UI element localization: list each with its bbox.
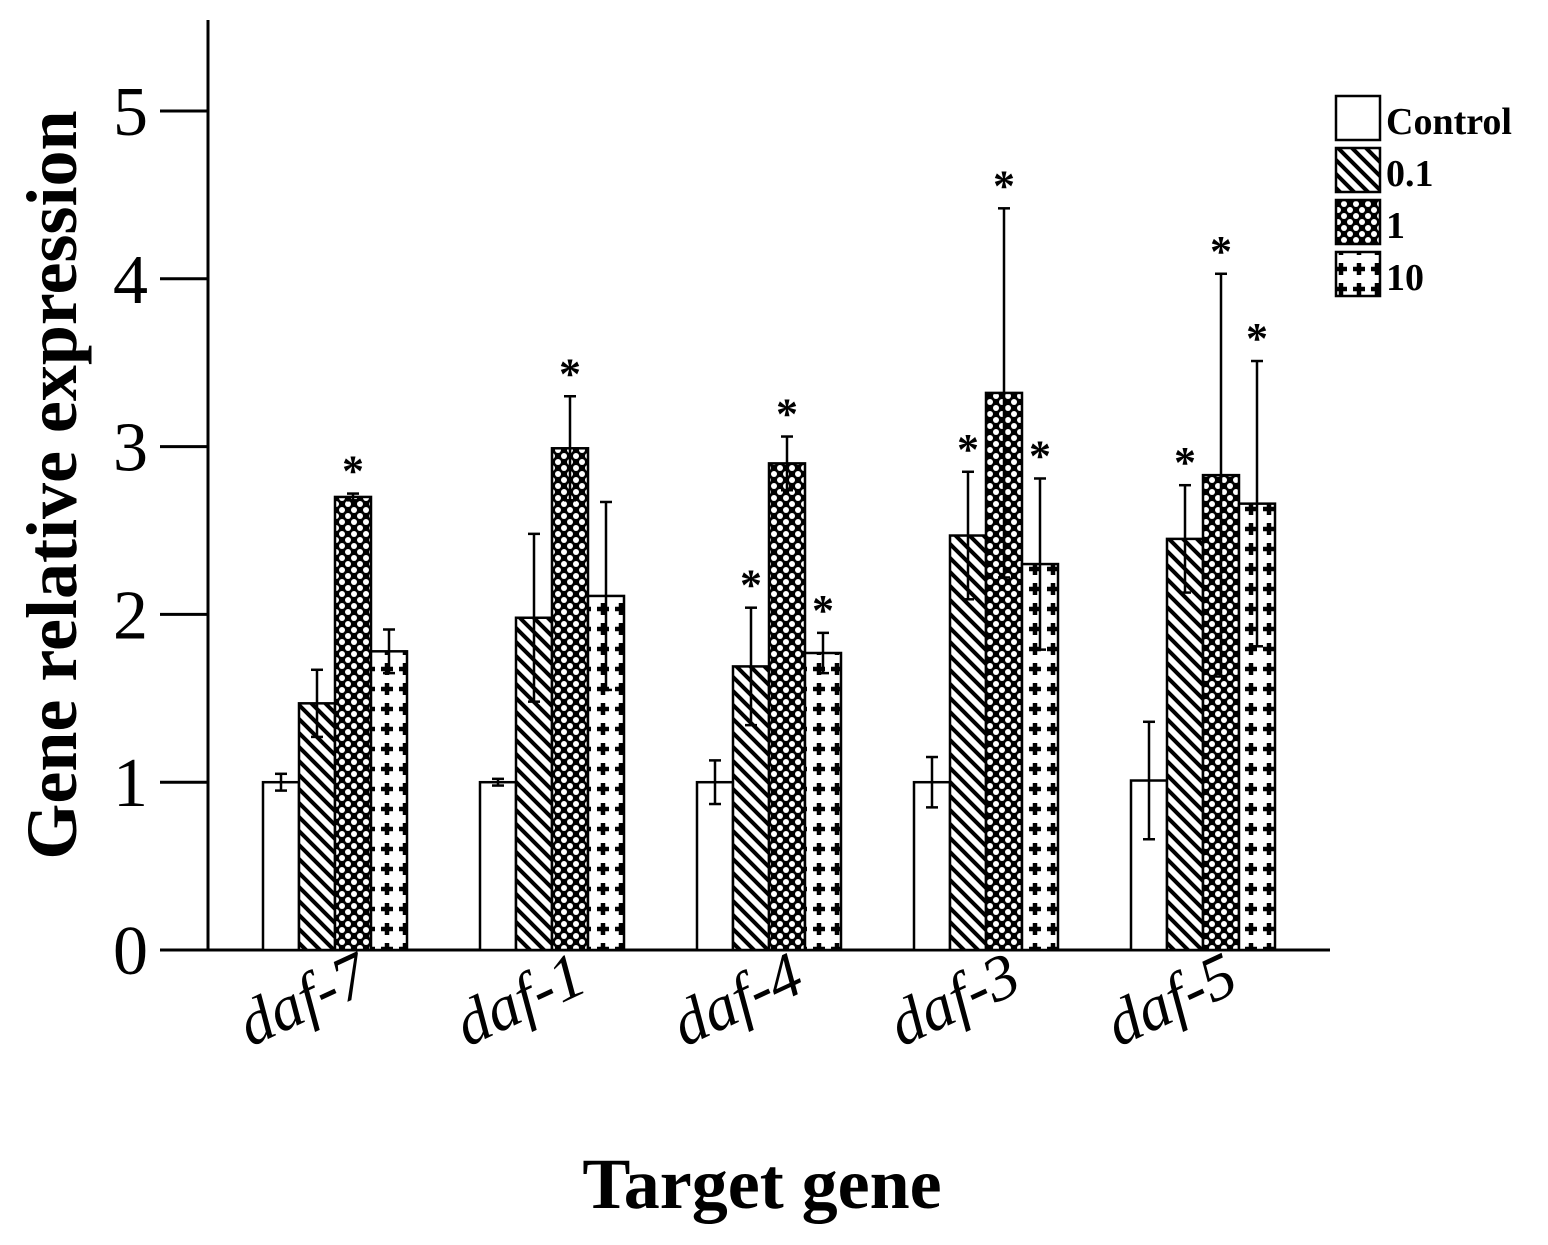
x-tick-label: daf-7: [226, 937, 381, 1060]
x-tick-label: daf-3: [877, 938, 1029, 1059]
y-tick-label: 4: [113, 242, 148, 319]
bar: [912, 780, 952, 952]
significance-marker: *: [1210, 227, 1232, 276]
bar: [695, 780, 735, 952]
legend-swatch: [1334, 146, 1382, 194]
significance-marker: *: [740, 561, 762, 610]
legend-label: 1: [1386, 205, 1405, 247]
y-tick-label: 0: [113, 913, 148, 990]
y-axis-title: Gene relative expression: [12, 110, 92, 859]
bar: [803, 651, 843, 952]
bar: [1165, 537, 1205, 952]
significance-marker: *: [776, 390, 798, 439]
bar: [767, 462, 807, 952]
bar: [297, 702, 337, 952]
significance-marker: *: [342, 447, 364, 496]
significance-marker: *: [812, 586, 834, 635]
y-tick-label: 5: [113, 74, 148, 151]
bar: [478, 780, 518, 952]
legend-label: Control: [1386, 101, 1512, 143]
x-tick-label: daf-4: [660, 938, 812, 1059]
bar: [333, 495, 373, 952]
legend-swatch: [1334, 94, 1382, 142]
legend-label: 0.1: [1386, 153, 1434, 195]
legend-swatch: [1334, 250, 1382, 298]
significance-marker: *: [993, 161, 1015, 210]
y-tick-label: 1: [113, 745, 148, 822]
bar: [261, 780, 301, 952]
legend-swatch: [1334, 198, 1382, 246]
x-axis-title: Target gene: [582, 1144, 941, 1224]
y-tick-label: 2: [113, 577, 148, 654]
x-tick-label: daf-5: [1094, 938, 1246, 1059]
bar: [550, 447, 590, 952]
legend-label: 10: [1386, 257, 1424, 299]
y-tick-label: 3: [113, 410, 148, 487]
significance-marker: *: [957, 425, 979, 474]
bar: [369, 650, 409, 952]
significance-marker: *: [1174, 438, 1196, 487]
x-tick-label: daf-1: [443, 938, 595, 1059]
significance-marker: *: [1246, 314, 1268, 363]
significance-marker: *: [559, 349, 581, 398]
significance-marker: *: [1029, 431, 1051, 480]
